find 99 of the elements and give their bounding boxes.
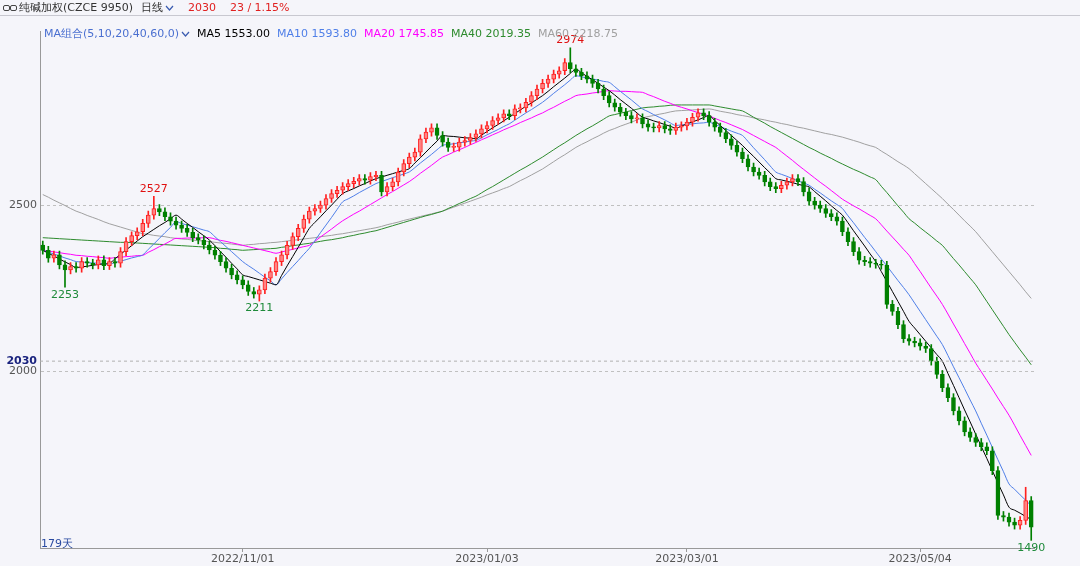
candlestick	[168, 212, 173, 226]
candlestick	[107, 257, 112, 270]
candlestick	[518, 103, 523, 114]
candlestick	[651, 122, 656, 133]
candlestick	[801, 177, 806, 197]
candlestick	[940, 370, 945, 393]
line-series	[42, 104, 1032, 366]
candlestick	[729, 134, 734, 150]
candlestick	[951, 393, 956, 416]
candlestick	[318, 200, 323, 213]
candlestick	[340, 182, 345, 195]
candlestick	[506, 109, 512, 120]
chart-title: 纯碱加权(CZCE 9950)	[19, 0, 133, 15]
candlestick	[1001, 511, 1006, 522]
candlestick	[179, 220, 184, 233]
candlestick	[368, 172, 373, 185]
candlestick	[762, 170, 768, 187]
y-tick-label: 2500	[9, 198, 37, 212]
y-tick-label: 2000	[9, 363, 37, 377]
candlestick	[567, 47, 573, 74]
candlestick	[529, 91, 534, 107]
candlestick	[828, 209, 834, 222]
text: MA40 2019.35	[451, 27, 532, 40]
candlestick	[268, 267, 273, 283]
candlestick	[579, 68, 584, 81]
candlestick	[873, 258, 879, 269]
annotation: 2211	[245, 301, 274, 315]
candlestick	[690, 112, 695, 127]
candlestick	[779, 180, 784, 193]
candlestick	[629, 111, 634, 124]
candlestick	[468, 133, 473, 145]
candlestick	[679, 121, 684, 132]
candlestick	[157, 204, 162, 217]
x-tick-label: 2023/05/04	[888, 552, 952, 566]
text: MA20 1745.85	[364, 27, 445, 40]
candlestick	[440, 131, 445, 147]
candlestick	[851, 237, 856, 256]
candlestick	[640, 113, 645, 129]
candlestick	[46, 245, 51, 263]
candlestick	[118, 247, 123, 268]
candlestick	[73, 262, 79, 273]
annotation: 1490	[1017, 540, 1046, 554]
candlestick	[840, 216, 845, 237]
candlestick	[740, 147, 745, 164]
candlestick	[590, 74, 595, 88]
candlestick	[57, 250, 62, 270]
candlestick	[95, 255, 101, 270]
candlestick	[634, 113, 640, 124]
candlestick	[1023, 486, 1028, 525]
candlestick	[79, 257, 84, 273]
candlestick	[601, 84, 606, 100]
candlestick	[362, 174, 368, 185]
x-tick-label: 2022/11/01	[210, 552, 275, 566]
candlestick	[418, 134, 423, 157]
candlestick	[68, 262, 73, 275]
candlestick	[257, 285, 262, 302]
text: 23 / 1.15%	[229, 1, 290, 14]
candlestick	[229, 263, 234, 280]
line-series	[42, 108, 1032, 299]
candlestick	[490, 116, 495, 130]
candlestick	[867, 257, 873, 268]
candlestick	[379, 170, 384, 197]
annotation: 2253	[50, 287, 79, 301]
candlestick	[751, 162, 756, 177]
annotation: 179天	[41, 536, 73, 551]
candlestick	[207, 240, 212, 255]
candlestick	[962, 416, 967, 437]
candlestick	[790, 174, 795, 187]
line-series	[42, 90, 1032, 456]
candlestick	[329, 189, 334, 203]
annotation: 2527	[139, 181, 168, 195]
candlestick	[84, 257, 90, 268]
candlestick	[218, 250, 223, 266]
text: MA10 1593.80	[277, 27, 358, 40]
candlestick	[462, 136, 468, 147]
candlestick	[279, 250, 284, 266]
candlestick	[551, 69, 556, 84]
candlestick	[667, 124, 673, 135]
candlestick	[812, 196, 817, 210]
candlestick	[901, 320, 906, 343]
text: MA5 1553.00	[197, 27, 271, 40]
candlestick	[890, 300, 895, 316]
candlestick	[240, 275, 246, 290]
candlestick	[390, 177, 395, 191]
candlestick	[290, 232, 295, 250]
text: 日线	[140, 0, 164, 15]
candlestick	[540, 79, 545, 94]
candlestick	[878, 259, 884, 270]
text: 2030	[187, 1, 216, 14]
candlestick	[306, 206, 312, 224]
candlestick	[973, 433, 979, 447]
x-tick-label: 2023/03/01	[655, 552, 719, 566]
annotation: MA组合(5,10,20,40,60,0)	[44, 26, 181, 41]
x-tick-label: 2023/01/03	[455, 552, 519, 566]
candlestick	[990, 446, 995, 475]
candlestick	[112, 257, 118, 268]
candlestick	[701, 108, 706, 120]
candlestick	[479, 124, 484, 139]
candlestick	[129, 231, 134, 246]
